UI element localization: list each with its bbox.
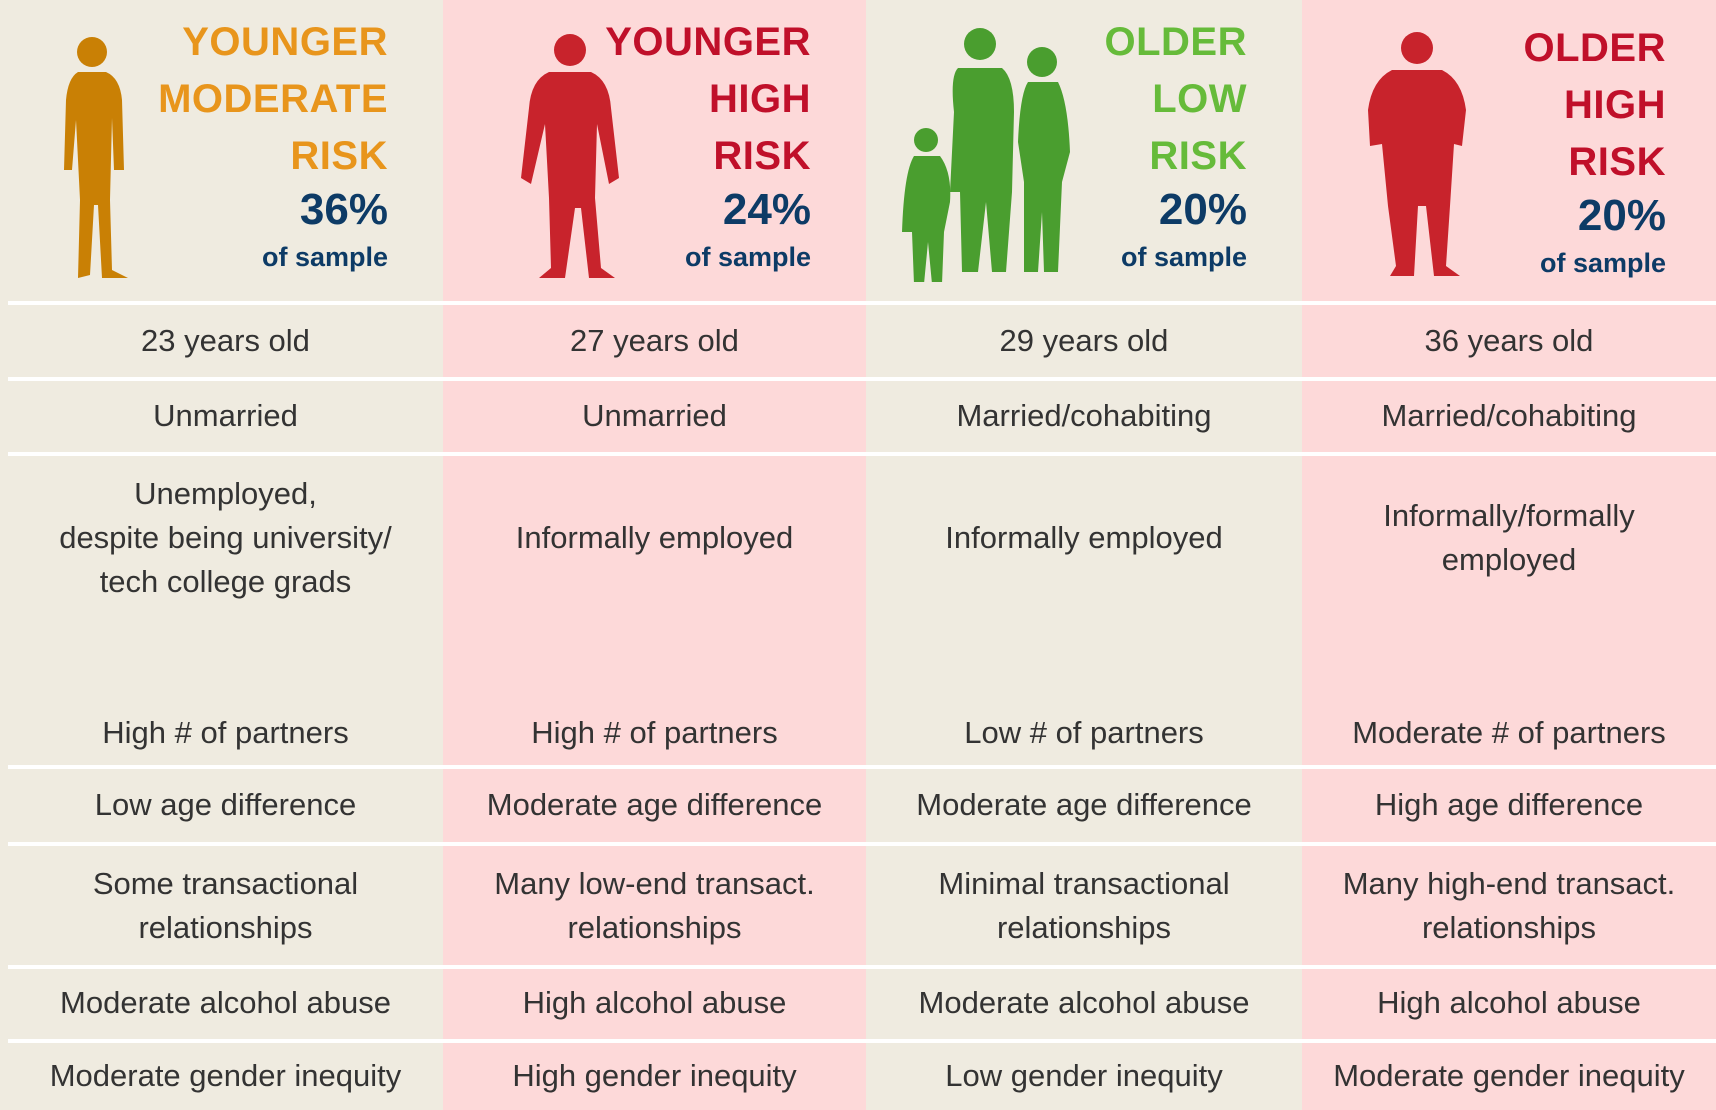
share-note: of sample [684,242,811,272]
segment-title: OLDER [1104,20,1247,64]
row-text: Low gender inequity [945,1057,1223,1093]
column: YOUNGER HIGH RISK 24% of sample 27 years old U… [443,0,866,1110]
row-text: Married/cohabiting [956,398,1212,433]
segment-title: HIGH [1564,83,1666,127]
segment-title: LOW [1152,77,1247,121]
segment-title: YOUNGER [182,20,388,64]
silhouette [521,34,619,278]
row-text: Moderate age difference [486,787,823,822]
row-text: Informally/formally employed [1383,497,1635,577]
row-text: Unmarried [582,398,727,433]
row-text: 23 years old [141,323,310,358]
row-text: Some transactional relationships [92,865,359,945]
row-text: Informally employed [945,519,1223,555]
separator [8,1039,1716,1043]
row-text: Unmarried [153,398,298,433]
row-text: High age difference [1374,787,1644,822]
segment-title: HIGH [709,77,811,121]
segment-title: MODERATE [158,77,388,121]
segment-share: 20% [1577,191,1666,240]
row-text: Informally employed [515,519,794,555]
separator [8,377,1716,381]
row-text: 36 years old [1424,323,1594,358]
segment-share: 36% [299,185,388,234]
row-text: Married/cohabiting [1381,398,1637,433]
segment-share: 24% [722,185,811,234]
separator [8,842,1716,846]
silhouette [64,37,128,278]
segment-title: RISK [713,134,811,178]
row-text: Moderate alcohol abuse [918,985,1250,1020]
segment-share: 20% [1158,185,1247,234]
segment-title: RISK [1149,134,1247,178]
row-text: Many high-end transact. relationships [1342,865,1676,945]
row-text: High # of partners [531,714,778,750]
row-text: Moderate age difference [916,787,1252,822]
column: YOUNGER MODERATE RISK 36% of sample 23 years … [8,0,443,1110]
row-text: Minimal transactional relationships [938,865,1230,945]
separator [8,965,1716,969]
row-text: Moderate gender inequity [1333,1057,1685,1093]
row-text: Low # of partners [964,714,1204,750]
row-text: High # of partners [102,714,349,750]
row-text: Moderate gender inequity [49,1057,402,1093]
silhouette [1368,32,1466,276]
share-note: of sample [1120,242,1247,272]
row-text: Low age difference [94,787,357,822]
separator [8,765,1716,769]
separator [8,301,1716,305]
segment-title: YOUNGER [605,20,811,64]
row-text: High alcohol abuse [1377,985,1641,1020]
row-text: High alcohol abuse [522,985,787,1020]
row-text: Unemployed, despite being university/ te… [59,475,392,599]
column: OLDER LOW RISK 20% of sample 29 years old Marr… [866,0,1302,1110]
row-text: Moderate alcohol abuse [60,985,391,1020]
row-text: 27 years old [570,323,739,358]
share-note: of sample [261,242,388,272]
row-text: Many low-end transact. relationships [494,865,815,945]
row-text: 29 years old [999,323,1169,358]
row-text: High gender inequity [512,1057,797,1093]
silhouette [902,28,1070,282]
share-note: of sample [1539,248,1666,278]
segment-title: OLDER [1523,26,1666,70]
row-text: Moderate # of partners [1352,714,1666,750]
separator [8,452,1716,456]
column: OLDER HIGH RISK 20% of sample 36 years old Mar… [1302,0,1716,1110]
segment-title: RISK [290,134,388,178]
segment-title: RISK [1568,140,1666,184]
